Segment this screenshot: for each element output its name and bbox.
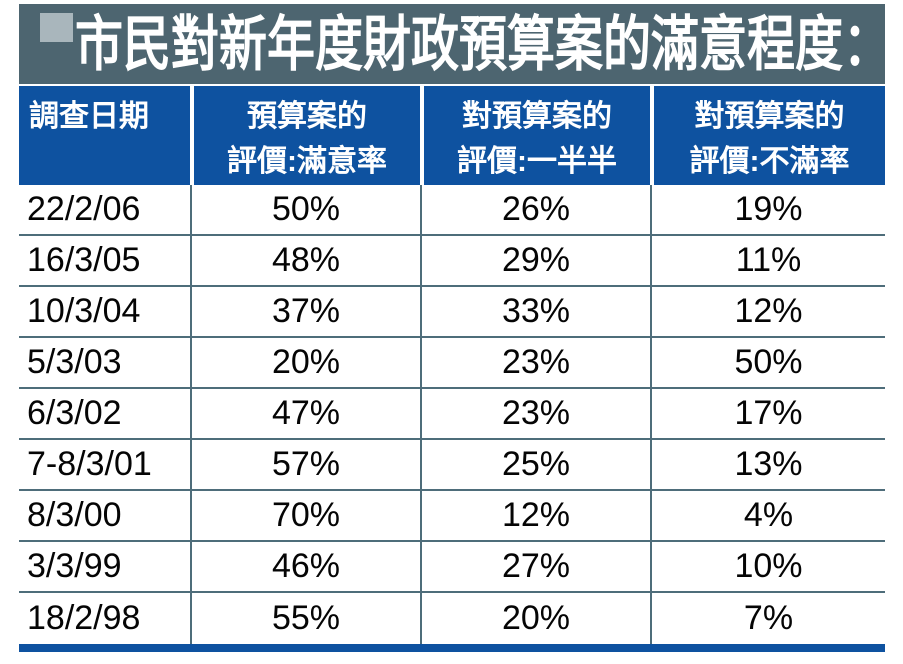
date-cell: 8/3/00: [19, 491, 190, 540]
table-row: 10/3/04 37% 33% 12%: [19, 287, 885, 338]
satisfaction-value-cell: 47%: [190, 389, 420, 438]
header-line: 評價:一半半: [457, 145, 617, 178]
table-header-row: 調查日期 預算案的 評價:滿意率 對預算案的 評價:一半半 對預算案的 評價:不…: [19, 86, 885, 185]
header-line: 預算案的: [247, 100, 367, 133]
dissatisfaction-value-cell: 12%: [650, 287, 885, 336]
satisfaction-value-cell: 37%: [190, 287, 420, 336]
date-cell: 6/3/02: [19, 389, 190, 438]
satisfaction-value-cell: 70%: [190, 491, 420, 540]
bullet-square-icon: [40, 13, 73, 42]
table-row: 16/3/05 48% 29% 11%: [19, 236, 885, 287]
header-cell-survey-date: 調查日期: [19, 86, 190, 185]
header-line: 評價:不滿率: [689, 145, 850, 178]
table-row: 5/3/03 20% 23% 50%: [19, 338, 885, 389]
half-half-value-cell: 23%: [420, 338, 650, 387]
dissatisfaction-value-cell: 13%: [650, 440, 885, 489]
satisfaction-value-cell: 57%: [190, 440, 420, 489]
title-bar: 市民對新年度財政預算案的滿意程度：: [19, 4, 891, 84]
header-cell-dissatisfaction-rate: 對預算案的 評價:不滿率: [650, 86, 885, 185]
satisfaction-value-cell: 20%: [190, 338, 420, 387]
dissatisfaction-value-cell: 50%: [650, 338, 885, 387]
half-half-value-cell: 12%: [420, 491, 650, 540]
half-half-value-cell: 20%: [420, 593, 650, 644]
date-cell: 10/3/04: [19, 287, 190, 336]
header-line: 對預算案的: [694, 100, 845, 133]
date-cell: 7-8/3/01: [19, 440, 190, 489]
table-row: 18/2/98 55% 20% 7%: [19, 593, 885, 644]
dissatisfaction-value-cell: 7%: [650, 593, 885, 644]
header-cell-satisfaction-rate: 預算案的 評價:滿意率: [190, 86, 420, 185]
table-row: 8/3/00 70% 12% 4%: [19, 491, 885, 542]
date-cell: 18/2/98: [19, 593, 190, 644]
table-row: 7-8/3/01 57% 25% 13%: [19, 440, 885, 491]
satisfaction-value-cell: 50%: [190, 185, 420, 234]
dissatisfaction-value-cell: 4%: [650, 491, 885, 540]
page-title: 市民對新年度財政預算案的滿意程度：: [75, 11, 891, 78]
half-half-value-cell: 33%: [420, 287, 650, 336]
date-cell: 3/3/99: [19, 542, 190, 591]
header-line: 調查日期: [29, 100, 149, 133]
dissatisfaction-value-cell: 17%: [650, 389, 885, 438]
dissatisfaction-value-cell: 10%: [650, 542, 885, 591]
dissatisfaction-value-cell: 19%: [650, 185, 885, 234]
header-cell-half-half: 對預算案的 評價:一半半: [420, 86, 650, 185]
half-half-value-cell: 23%: [420, 389, 650, 438]
content-area: 市民對新年度財政預算案的滿意程度： 調查日期 預算案的 評價:滿意率 對預算案的…: [19, 4, 891, 652]
satisfaction-value-cell: 48%: [190, 236, 420, 285]
table-row: 3/3/99 46% 27% 10%: [19, 542, 885, 593]
date-cell: 5/3/03: [19, 338, 190, 387]
bottom-rule: [19, 644, 885, 652]
header-line: 評價:滿意率: [227, 145, 387, 178]
half-half-value-cell: 26%: [420, 185, 650, 234]
date-cell: 16/3/05: [19, 236, 190, 285]
satisfaction-value-cell: 46%: [190, 542, 420, 591]
dissatisfaction-value-cell: 11%: [650, 236, 885, 285]
half-half-value-cell: 29%: [420, 236, 650, 285]
header-line: 對預算案的: [462, 100, 612, 133]
half-half-value-cell: 25%: [420, 440, 650, 489]
date-cell: 22/2/06: [19, 185, 190, 234]
table-row: 6/3/02 47% 23% 17%: [19, 389, 885, 440]
half-half-value-cell: 27%: [420, 542, 650, 591]
satisfaction-value-cell: 55%: [190, 593, 420, 644]
table-row: 22/2/06 50% 26% 19%: [19, 185, 885, 236]
